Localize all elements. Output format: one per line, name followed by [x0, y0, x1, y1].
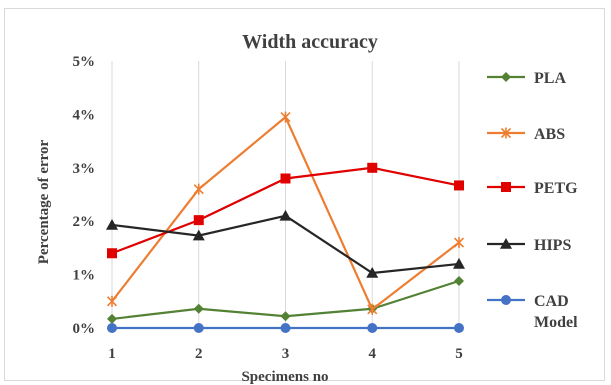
gridlines	[111, 61, 460, 328]
legend-item-abs: ABS	[487, 126, 565, 143]
data-point-petg-4	[367, 162, 378, 173]
y-tick-labels: 0% 1% 2% 3% 4% 5%	[73, 54, 96, 337]
data-point-pla-1	[107, 313, 117, 324]
data-point-abs-3	[280, 111, 291, 123]
data-point-pla-5	[454, 276, 464, 287]
x-tick-label: 5	[455, 346, 463, 362]
legend-marker-petg	[501, 182, 511, 192]
series-cad-model	[107, 323, 464, 333]
legend-item-cad-model: CAD Model	[487, 293, 578, 331]
legend-marker-cad-model	[501, 295, 511, 305]
data-point-cad-model-2	[193, 323, 204, 333]
legend-label-hips: HIPS	[534, 237, 571, 254]
data-point-petg-1	[107, 248, 117, 259]
x-tick-label: 3	[282, 346, 290, 362]
data-point-hips-1	[106, 218, 118, 230]
series-hips	[106, 209, 465, 278]
y-axis-label: Percentage of error	[36, 139, 52, 264]
legend: PLA ABS PETG HIPS CAD Model	[487, 70, 578, 331]
data-point-abs-1	[106, 295, 118, 307]
y-tick-label: 5%	[73, 54, 96, 70]
chart-title: Width accuracy	[242, 31, 378, 53]
legend-item-petg: PETG	[487, 180, 578, 197]
data-point-cad-model-4	[367, 323, 378, 333]
legend-marker-hips	[500, 238, 512, 249]
data-point-pla-3	[280, 311, 291, 322]
data-point-pla-2	[193, 303, 204, 314]
legend-item-pla: PLA	[487, 70, 566, 87]
data-point-petg-5	[454, 180, 464, 191]
series-group	[106, 111, 465, 333]
data-point-abs-5	[453, 237, 465, 249]
data-point-cad-model-1	[107, 323, 117, 333]
x-axis-label: Specimens no	[241, 369, 328, 385]
data-point-hips-4	[366, 266, 379, 278]
data-point-petg-2	[193, 215, 204, 226]
y-tick-label: 2%	[73, 214, 96, 230]
y-tick-label: 4%	[73, 107, 96, 123]
x-tick-label: 2	[195, 346, 203, 362]
legend-item-hips: HIPS	[487, 237, 571, 254]
x-tick-label: 1	[108, 346, 116, 362]
y-tick-label: 3%	[73, 161, 96, 177]
legend-label-pla: PLA	[534, 70, 566, 87]
y-tick-label: 0%	[73, 321, 96, 337]
legend-marker-abs	[500, 127, 512, 139]
data-point-hips-3	[279, 209, 292, 221]
legend-label-petg: PETG	[534, 180, 578, 197]
data-point-petg-3	[280, 173, 291, 184]
data-point-hips-5	[453, 257, 465, 269]
data-point-abs-4	[367, 303, 378, 315]
data-point-hips-2	[192, 229, 205, 241]
x-tick-label: 4	[369, 346, 377, 362]
x-tick-labels: 1 2 3 4 5	[108, 346, 463, 362]
legend-label-cad-model: CAD Model	[534, 293, 578, 331]
y-tick-label: 1%	[73, 268, 96, 284]
data-point-cad-model-5	[454, 323, 464, 333]
legend-marker-pla	[501, 72, 511, 82]
chart-frame	[4, 8, 605, 381]
series-abs	[106, 111, 465, 315]
legend-label-abs: ABS	[534, 126, 565, 143]
data-point-abs-2	[193, 183, 204, 195]
data-point-cad-model-3	[280, 323, 291, 333]
